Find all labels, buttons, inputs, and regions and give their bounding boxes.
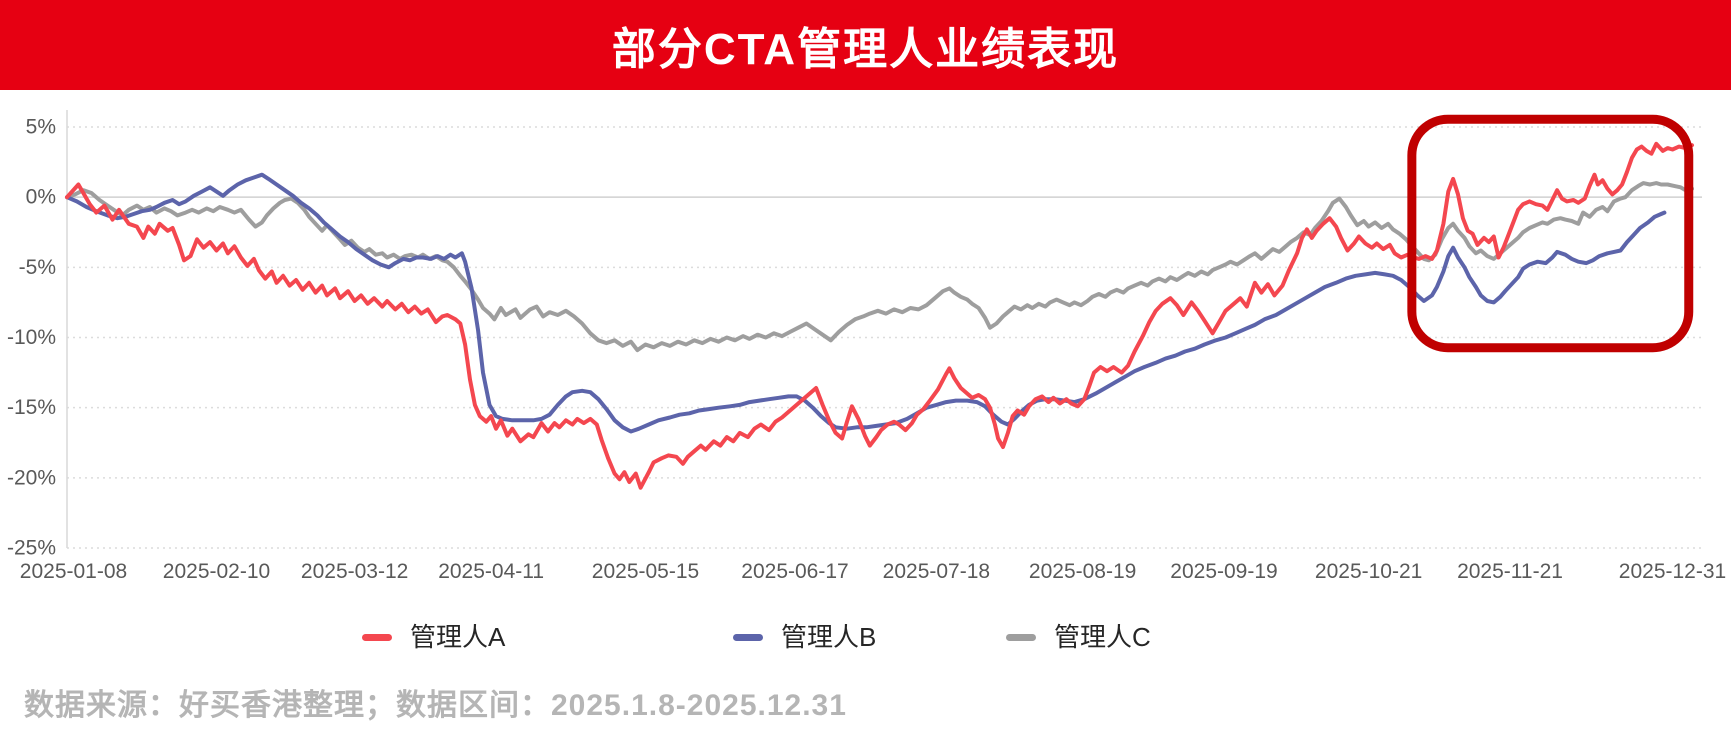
page-title: 部分CTA管理人业绩表现 [611,25,1120,74]
x-tick-label: 2025-12-31 [1619,560,1726,583]
x-tick-label: 2025-01-08 [20,560,127,583]
x-tick-label: 2025-10-21 [1315,560,1422,583]
x-tick-label: 2025-08-19 [1029,560,1136,583]
x-tick-label: 2025-09-19 [1170,560,1277,583]
y-tick-label: 5% [26,116,56,139]
title-banner: 部分CTA管理人业绩表现 [0,0,1731,90]
y-tick-label: -25% [7,537,56,560]
legend-marker-manager-a [362,633,392,641]
x-tick-label: 2025-04-11 [438,560,544,583]
x-tick-label: 2025-02-10 [163,560,270,583]
x-tick-label: 2025-06-17 [741,560,848,583]
x-tick-label: 2025-03-12 [301,560,408,583]
highlight-box [1407,114,1694,353]
source-note: 数据来源：好买香港整理；数据区间：2025.1.8-2025.12.31 [24,689,847,722]
legend-marker-manager-b [733,633,763,641]
y-tick-label: -20% [7,466,56,489]
legend-label-manager-a: 管理人A [410,622,506,652]
y-tick-label: 0% [26,186,56,209]
legend-item-manager-c[interactable]: 管理人C [1006,622,1151,652]
series-line-0 [65,141,1694,490]
legend-item-manager-a[interactable]: 管理人A [362,622,505,652]
x-tick-label: 2025-05-15 [592,560,699,583]
y-tick-label: -15% [7,396,56,419]
legend-label-manager-c: 管理人C [1054,622,1151,652]
y-tick-label: -5% [19,256,56,279]
legend-marker-manager-c [1006,633,1036,641]
legend-label-manager-b: 管理人B [781,622,877,652]
legend-item-manager-b[interactable]: 管理人B [733,622,876,652]
y-tick-label: -10% [7,326,56,349]
x-tick-label: 2025-11-21 [1457,560,1563,583]
x-tick-label: 2025-07-18 [883,560,990,583]
